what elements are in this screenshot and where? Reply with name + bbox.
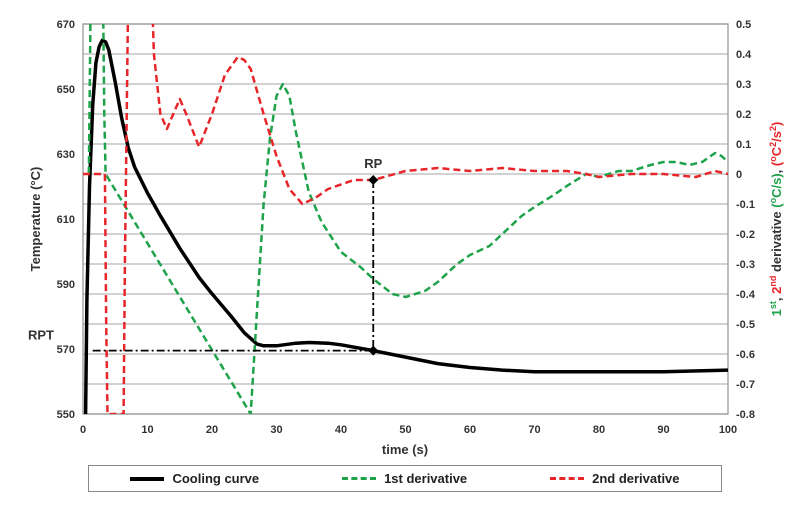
y2-axis-label-part: st [768, 301, 778, 309]
y2-tick-label: 0.1 [736, 139, 751, 151]
y2-tick-label: -0.2 [736, 229, 755, 241]
plot-frame [82, 23, 729, 415]
x-axis-label: time (s) [382, 442, 428, 457]
y2-tick-label: -0.3 [736, 259, 755, 271]
y2-axis-label-part: o [768, 197, 778, 203]
y-tick-label: 590 [57, 279, 75, 291]
x-tick-label: 60 [464, 424, 476, 436]
y2-axis-label-part: nd [768, 276, 778, 287]
legend: Cooling curve 1st derivative 2nd derivat… [88, 465, 722, 492]
y2-tick-label: -0.6 [736, 349, 755, 361]
y2-axis-label-part: o [768, 156, 778, 162]
x-tick-label: 50 [399, 424, 411, 436]
y2-tick-label: 0.3 [736, 79, 751, 91]
y2-axis-label-part: ( [769, 161, 784, 166]
series-group [83, 24, 728, 414]
legend-item-1st-derivative: 1st derivative [342, 471, 467, 486]
x-tick-label: 40 [335, 424, 347, 436]
y2-tick-label: 0.5 [736, 19, 751, 31]
y2-axis-label-part: 2 [769, 287, 784, 294]
y-tick-label: 630 [57, 149, 75, 161]
y2-axis-label-part: C/s) [769, 173, 784, 198]
legend-label: 2nd derivative [592, 471, 680, 486]
x-tick-label: 70 [528, 424, 540, 436]
y-tick-label: 650 [57, 84, 75, 96]
y2-tick-label: 0.4 [736, 49, 752, 61]
x-tick-label: 10 [141, 424, 153, 436]
y2-axis-label-part: , [769, 294, 784, 301]
y-tick-label: 610 [57, 214, 75, 226]
x-tick-label: 100 [719, 424, 737, 436]
y2-axis-label: 1st, 2nd derivative (oC/s), (oC2/s2) [768, 122, 784, 317]
legend-label: 1st derivative [384, 471, 468, 486]
y-tick-label: 570 [57, 344, 75, 356]
legend-item-cooling-curve: Cooling curve [130, 471, 259, 486]
y2-axis-label-part: derivative [769, 208, 784, 276]
tick-labels: -0.8 -0.7 -0.6 -0.5 -0.4 -0.3 -0.2 -0.1 0 0.1 0.2 0… [57, 19, 756, 436]
y2-tick-label: -0.4 [736, 289, 756, 301]
y2-tick-label: -0.8 [736, 409, 755, 421]
x-tick-label: 80 [593, 424, 605, 436]
legend-swatch-solid-black [130, 476, 165, 481]
x-tick-label: 90 [657, 424, 669, 436]
series-line-2nd-derivative [83, 24, 728, 414]
y2-tick-label: 0 [736, 169, 742, 181]
annotations: RP RPT [28, 156, 383, 356]
rp-label: RP [364, 156, 382, 171]
x-tick-label: 30 [270, 424, 282, 436]
x-tick-label: 0 [80, 424, 86, 436]
y2-axis-label-part: 1 [769, 309, 784, 316]
y2-axis-label-part: ( [769, 203, 784, 208]
y2-axis-label-part: 2 [768, 126, 778, 131]
series-line-1st-derivative [87, 24, 728, 414]
rpt-label: RPT [28, 328, 54, 343]
legend-item-2nd-derivative: 2nd derivative [550, 471, 680, 486]
diamond-marker [368, 175, 379, 185]
y2-axis-label-part: /s [769, 131, 784, 142]
legend-swatch-dashed-red [550, 477, 585, 480]
y2-axis-label-part: 2 [768, 142, 778, 147]
legend-swatch-dashed-green [342, 477, 377, 480]
y2-tick-label: 0.2 [736, 109, 751, 121]
y2-axis-label-part: C [769, 146, 784, 156]
series-line-cooling-curve [83, 38, 728, 414]
y2-axis-label-part: , [769, 166, 784, 173]
y2-tick-label: -0.5 [736, 319, 755, 331]
y2-tick-label: -0.1 [736, 199, 755, 211]
y-axis-label: Temperature (°C) [28, 167, 43, 272]
y-tick-label: 550 [57, 409, 75, 421]
y-tick-label: 670 [57, 19, 75, 31]
y2-axis-label-part: ) [769, 122, 784, 126]
diamond-marker [368, 345, 379, 356]
cooling-curve-chart: RP RPT -0.8 -0.7 -0.6 -0.5 -0.4 -0.3 -0.2 -0.1 0 0… [28, 19, 784, 457]
legend-label: Cooling curve [172, 471, 260, 486]
x-tick-label: 20 [206, 424, 218, 436]
y2-tick-label: -0.7 [736, 379, 755, 391]
